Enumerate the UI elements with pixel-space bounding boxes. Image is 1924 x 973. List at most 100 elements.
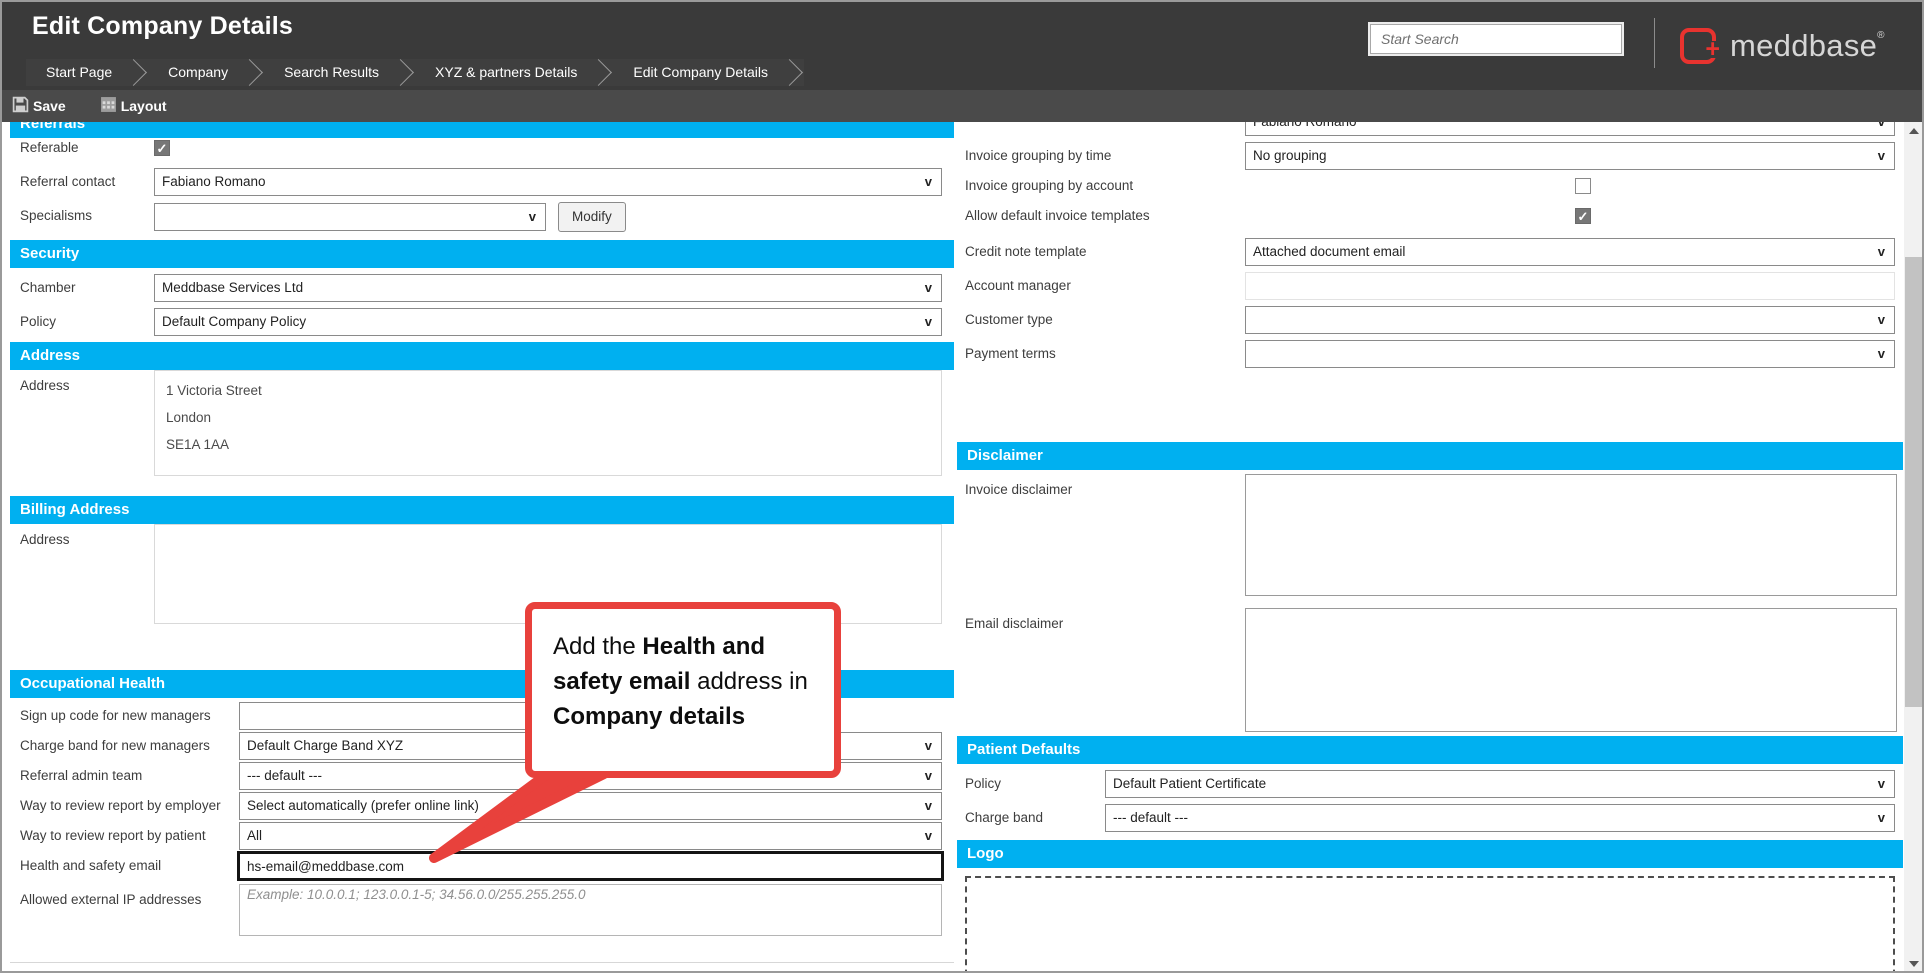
signup-code-label: Sign up code for new managers <box>20 708 211 723</box>
credit-note-template-select[interactable]: Attached document email <box>1245 238 1895 266</box>
hs-email-label: Health and safety email <box>20 858 162 873</box>
email-disclaimer-label: Email disclaimer <box>965 616 1064 631</box>
callout-bold-text: Company details <box>553 703 746 730</box>
invoice-grouping-account-checkbox[interactable] <box>1575 178 1591 194</box>
callout-text: address in <box>690 668 808 695</box>
breadcrumb-start-page[interactable]: Start Page <box>26 59 129 86</box>
page-title: Edit Company Details <box>32 12 293 40</box>
address-line: 1 Victoria Street <box>166 383 262 398</box>
scrollbar-thumb[interactable] <box>1905 257 1922 707</box>
address-line: SE1A 1AA <box>166 437 230 452</box>
section-header-disclaimer: Disclaimer <box>957 442 1903 470</box>
modify-button[interactable]: Modify <box>558 202 626 232</box>
payment-terms-select[interactable] <box>1245 340 1895 368</box>
invoice-grouping-time-label: Invoice grouping by time <box>965 148 1112 163</box>
referable-label: Referable <box>20 140 79 155</box>
referral-contact-select[interactable]: Fabiano Romano <box>154 168 942 196</box>
customer-type-label: Customer type <box>965 312 1053 327</box>
vertical-scrollbar[interactable] <box>1904 122 1922 971</box>
clipped-top-select[interactable]: Fabiano Romano <box>1245 122 1895 136</box>
policy-select[interactable]: Default Company Policy <box>154 308 942 336</box>
invoice-disclaimer-textarea[interactable] <box>1245 474 1897 596</box>
grid-icon <box>100 96 117 116</box>
scroll-up-button[interactable] <box>1904 122 1922 140</box>
patient-charge-band-label: Charge band <box>965 810 1044 825</box>
section-header-address: Address <box>10 342 954 370</box>
patient-policy-label: Policy <box>965 776 1002 791</box>
floppy-disk-icon <box>12 96 29 116</box>
referral-admin-team-label: Referral admin team <box>20 768 143 783</box>
layout-button[interactable]: Layout <box>100 96 167 116</box>
allow-default-templates-checkbox[interactable] <box>1575 208 1591 224</box>
section-header-referrals: Referrals <box>10 122 954 138</box>
chamber-select[interactable]: Meddbase Services Ltd <box>154 274 942 302</box>
breadcrumb-edit-company-details[interactable]: Edit Company Details <box>613 59 785 86</box>
allow-default-templates-label: Allow default invoice templates <box>965 208 1150 223</box>
breadcrumb: Start Page Company Search Results XYZ & … <box>26 59 805 86</box>
breadcrumb-search-results[interactable]: Search Results <box>264 59 396 86</box>
allowed-ip-textarea[interactable] <box>239 884 942 936</box>
chevron-right-icon <box>593 59 614 86</box>
scroll-down-button[interactable] <box>1904 955 1922 971</box>
address-label: Address <box>20 378 70 393</box>
logo-dropzone[interactable] <box>965 876 1895 971</box>
specialisms-select[interactable] <box>154 203 546 231</box>
callout-text: Add the <box>553 633 643 660</box>
patient-policy-select[interactable]: Default Patient Certificate <box>1105 770 1895 798</box>
chevron-right-icon <box>784 59 805 86</box>
email-disclaimer-textarea[interactable] <box>1245 608 1897 732</box>
review-employer-label: Way to review report by employer <box>20 798 221 813</box>
allowed-ip-label: Allowed external IP addresses <box>20 892 202 907</box>
referable-checkbox[interactable] <box>154 140 170 156</box>
section-header-patient-defaults: Patient Defaults <box>957 736 1903 764</box>
chevron-right-icon <box>244 59 265 86</box>
specialisms-label: Specialisms <box>20 208 93 223</box>
chamber-label: Chamber <box>20 280 76 295</box>
review-employer-select[interactable]: Select automatically (prefer online link… <box>239 792 942 820</box>
registered-mark: ® <box>1877 30 1885 41</box>
meddbase-logo-icon: + <box>1680 28 1721 64</box>
meddbase-logo: + meddbase® <box>1680 28 1885 64</box>
save-button[interactable]: Save <box>12 96 66 116</box>
review-patient-select[interactable]: All <box>239 822 942 850</box>
callout-bold-text: Health and safety email <box>553 633 766 695</box>
search-input[interactable] <box>1371 25 1621 53</box>
charge-band-managers-label: Charge band for new managers <box>20 738 210 753</box>
arrow-up-icon <box>1909 128 1919 134</box>
chevron-right-icon <box>395 59 416 86</box>
section-header-logo: Logo <box>957 840 1903 868</box>
section-header-billing-address: Billing Address <box>10 496 954 524</box>
callout-arrow <box>429 767 609 863</box>
address-line: London <box>166 410 212 425</box>
account-manager-label: Account manager <box>965 278 1071 293</box>
billing-address-label: Address <box>20 532 70 547</box>
referral-contact-label: Referral contact <box>20 174 116 189</box>
header-divider <box>1654 18 1655 68</box>
section-header-security: Security <box>10 240 954 268</box>
global-search <box>1370 24 1622 54</box>
left-panel-bottom-divider <box>10 962 954 963</box>
credit-note-template-label: Credit note template <box>965 244 1087 259</box>
address-box: 1 Victoria Street London SE1A 1AA <box>154 370 942 476</box>
policy-label: Policy <box>20 314 57 329</box>
payment-terms-label: Payment terms <box>965 346 1056 361</box>
arrow-down-icon <box>1909 961 1919 967</box>
chevron-right-icon <box>128 59 149 86</box>
toolbar: Save Layout <box>2 90 1922 122</box>
customer-type-select[interactable] <box>1245 306 1895 334</box>
review-patient-label: Way to review report by patient <box>20 828 206 843</box>
account-manager-input[interactable] <box>1245 272 1895 300</box>
invoice-grouping-account-label: Invoice grouping by account <box>965 178 1134 193</box>
invoice-grouping-time-select[interactable]: No grouping <box>1245 142 1895 170</box>
patient-charge-band-select[interactable]: --- default --- <box>1105 804 1895 832</box>
header: Edit Company Details Start Page Company … <box>2 2 1922 90</box>
breadcrumb-xyz-partners-details[interactable]: XYZ & partners Details <box>415 59 594 86</box>
annotation-callout: Add the Health and safety email address … <box>525 602 841 778</box>
invoice-disclaimer-label: Invoice disclaimer <box>965 482 1073 497</box>
plus-icon: + <box>1704 35 1721 63</box>
right-panel: Fabiano Romano Invoice grouping by time … <box>957 122 1903 971</box>
breadcrumb-company[interactable]: Company <box>148 59 245 86</box>
hs-email-input[interactable] <box>237 851 944 881</box>
logo-text: meddbase® <box>1730 28 1885 63</box>
